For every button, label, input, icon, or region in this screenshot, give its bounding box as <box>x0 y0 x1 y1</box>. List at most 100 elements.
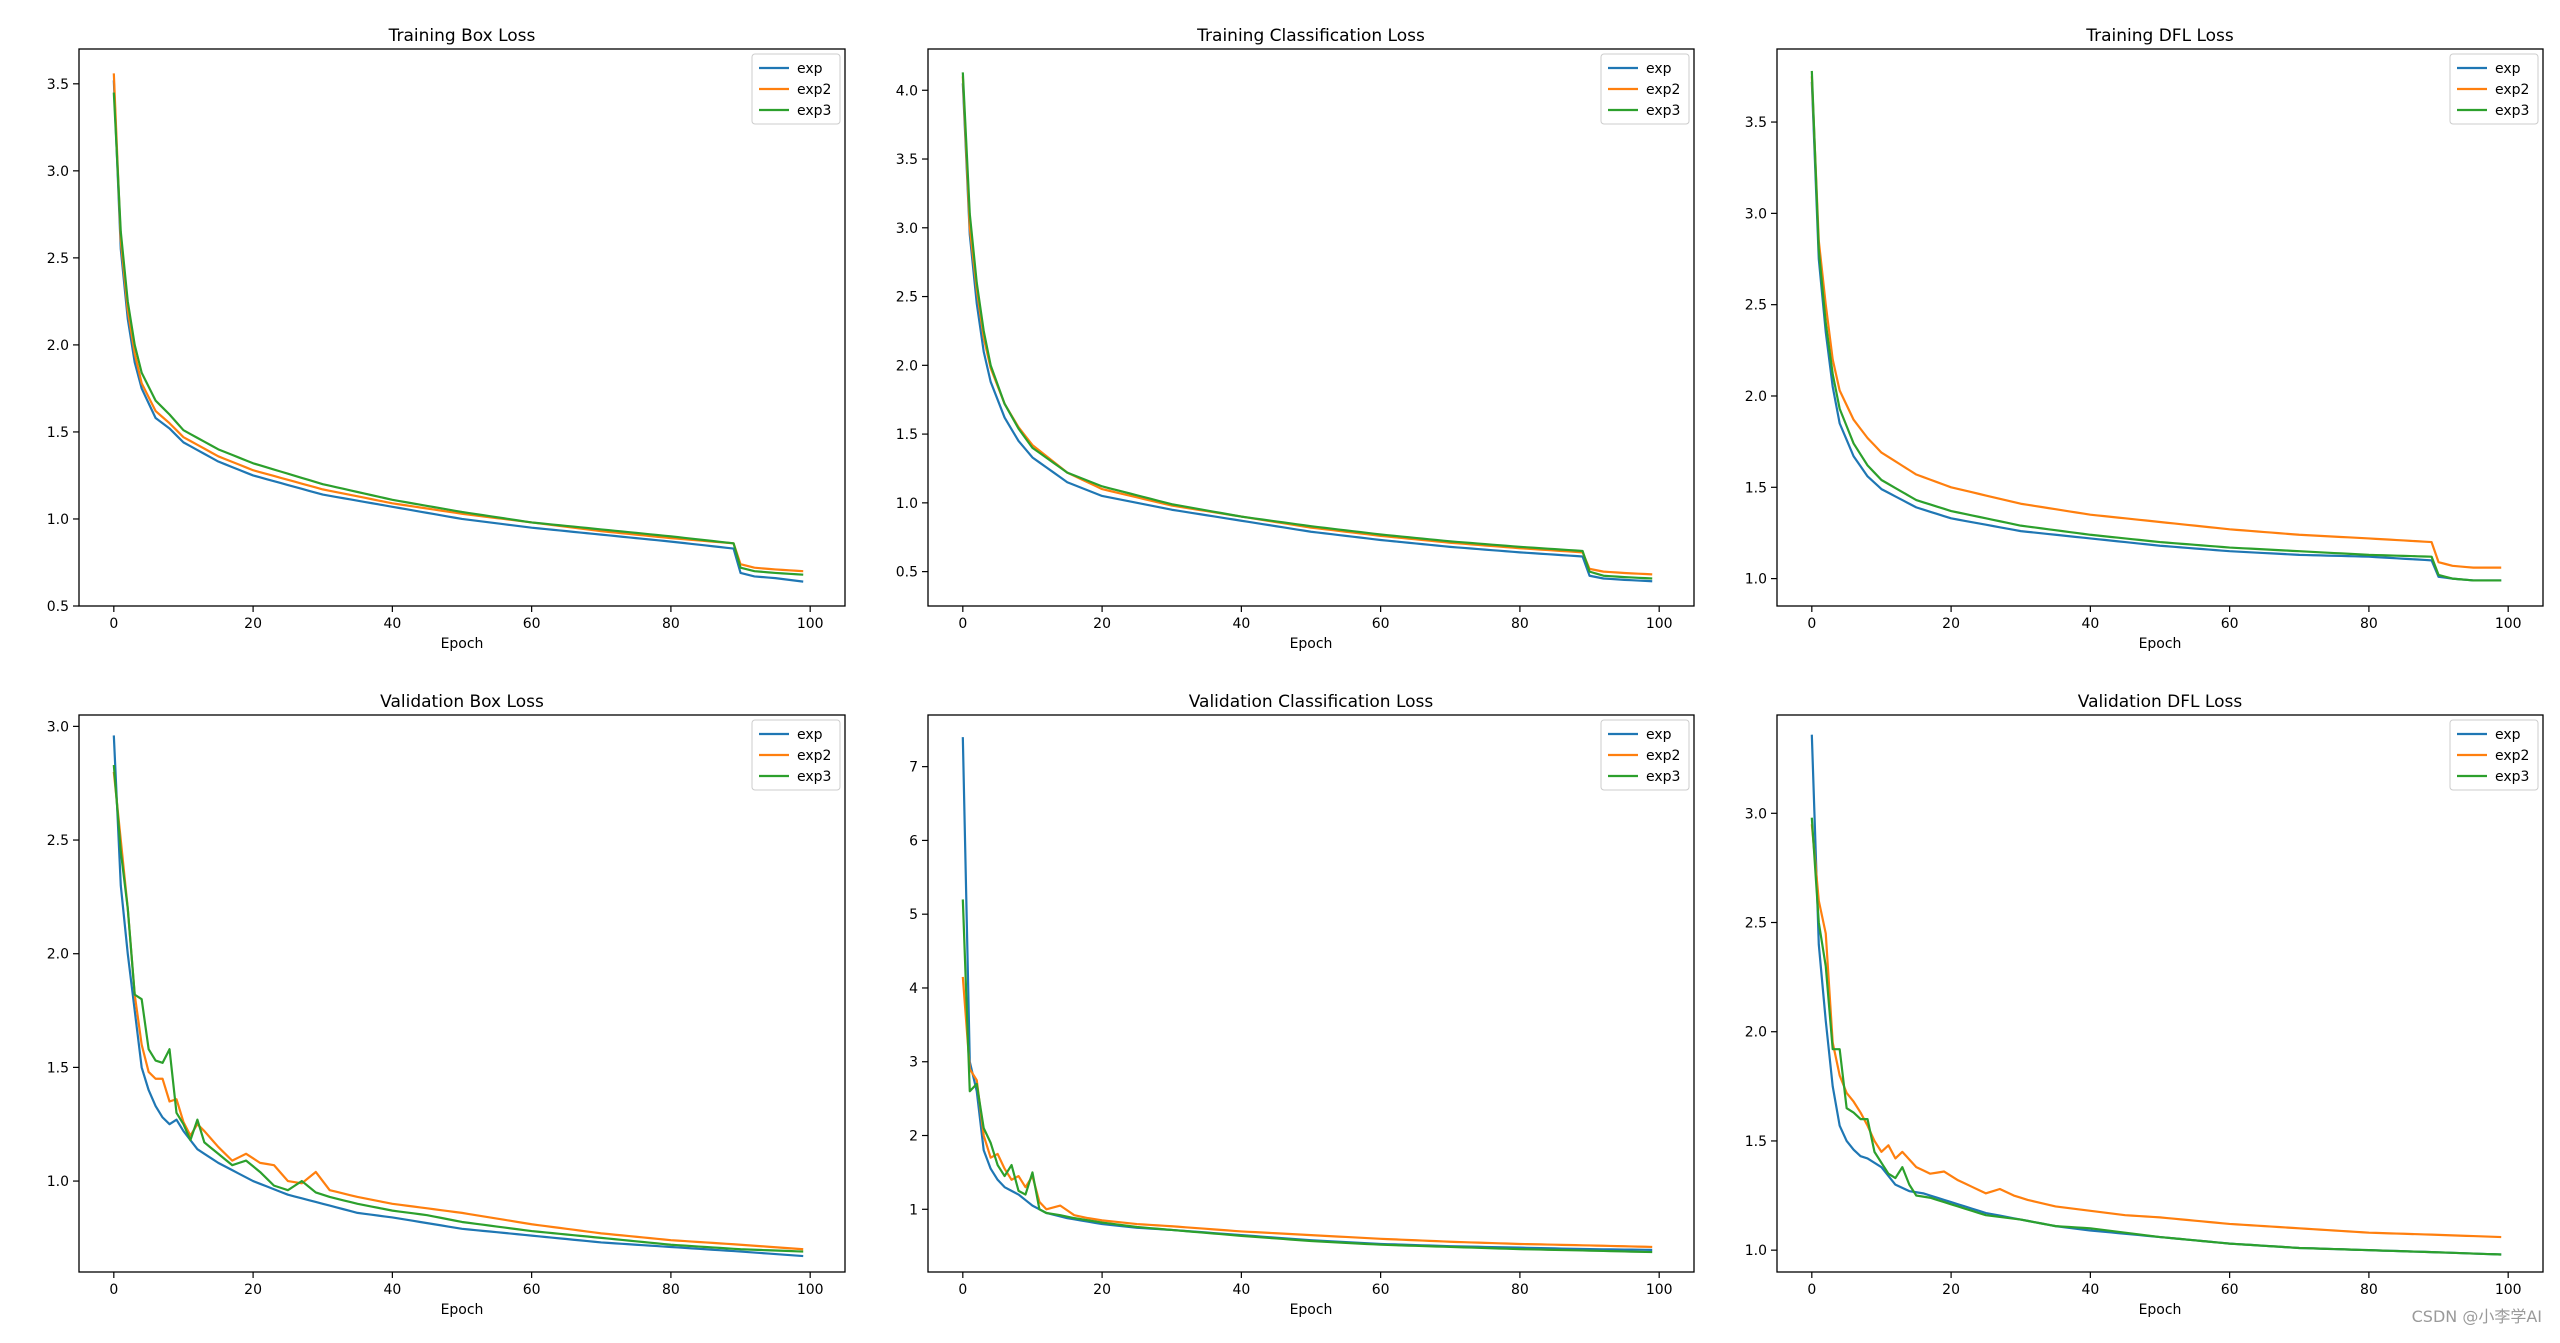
legend-label-exp3: exp3 <box>2495 769 2529 785</box>
x-tick-label: 0 <box>958 1282 967 1298</box>
series-line-exp3 <box>112 764 804 1253</box>
legend: exp exp2 exp3 <box>2449 719 2539 791</box>
y-tick-label: 2.5 <box>1745 298 1767 314</box>
x-tick-label: 100 <box>797 616 824 632</box>
y-tick-label: 5 <box>909 907 918 923</box>
y-tick-label: 4.0 <box>896 83 918 99</box>
x-tick-label: 100 <box>1646 1282 1673 1298</box>
x-tick-label: 40 <box>2081 1282 2099 1298</box>
x-tick-label: 80 <box>662 616 680 632</box>
legend-box <box>751 53 841 125</box>
series-line-exp3 <box>1810 70 2502 582</box>
legend-label-exp2: exp2 <box>1646 82 1680 98</box>
x-tick-label: 100 <box>797 1282 824 1298</box>
y-tick-label: 1.5 <box>1745 1134 1767 1150</box>
y-tick-label: 1.0 <box>1745 1243 1767 1259</box>
x-tick-label: 20 <box>244 616 262 632</box>
series-group <box>112 735 804 1258</box>
plot-frame <box>1776 48 2544 607</box>
y-tick-label: 2.5 <box>1745 916 1767 932</box>
y-tick-label: 3.5 <box>1745 115 1767 131</box>
plot-frame <box>1776 714 2544 1273</box>
chart-title: Validation Box Loss <box>380 692 544 712</box>
x-tick-label: 0 <box>109 1282 118 1298</box>
legend: exp exp2 exp3 <box>751 53 841 125</box>
legend-label-exp: exp <box>797 61 823 77</box>
legend-label-exp2: exp2 <box>1646 748 1680 764</box>
y-tick-label: 3.0 <box>1745 206 1767 222</box>
chart-title: Training Classification Loss <box>1196 26 1425 46</box>
y-tick-label: 3 <box>909 1055 918 1071</box>
y-tick-label: 2.0 <box>1745 389 1767 405</box>
y-tick-label: 1.5 <box>896 427 918 443</box>
y-tick-label: 3.5 <box>896 152 918 168</box>
y-tick-label: 2.0 <box>47 947 69 963</box>
legend: exp exp2 exp3 <box>1600 719 1690 791</box>
legend-label-exp: exp <box>797 727 823 743</box>
legend-box <box>1600 53 1690 125</box>
x-tick-label: 60 <box>2221 1282 2239 1298</box>
series-line-exp <box>112 735 804 1258</box>
series-group <box>961 72 1653 583</box>
x-tick-label: 100 <box>1646 616 1673 632</box>
x-axis-label: Epoch <box>1290 1302 1333 1318</box>
legend: exp exp2 exp3 <box>2449 53 2539 125</box>
y-tick-label: 3.0 <box>47 164 69 180</box>
legend-label-exp3: exp3 <box>2495 103 2529 119</box>
x-tick-label: 0 <box>958 616 967 632</box>
x-tick-label: 40 <box>383 616 401 632</box>
series-line-exp2 <box>1810 76 2502 569</box>
legend-label-exp: exp <box>2495 61 2521 77</box>
x-axis-label: Epoch <box>441 636 484 652</box>
x-tick-label: 60 <box>2221 616 2239 632</box>
chart-title: Validation DFL Loss <box>2078 692 2243 712</box>
legend-label-exp: exp <box>1646 61 1672 77</box>
x-tick-label: 80 <box>1511 1282 1529 1298</box>
y-tick-label: 2.0 <box>896 358 918 374</box>
y-tick-label: 2.0 <box>47 338 69 354</box>
series-line-exp <box>1810 81 2502 582</box>
y-tick-label: 2.5 <box>47 251 69 267</box>
x-tick-label: 100 <box>2495 1282 2522 1298</box>
subplot: Validation Box Loss 0 20 40 60 80 100 1.0 1.5 2.0… <box>47 692 846 1318</box>
y-tick-label: 1.5 <box>47 1060 69 1076</box>
subplot: Training Classification Loss 0 20 40 60 80 100… <box>896 26 1695 652</box>
x-tick-label: 60 <box>523 616 541 632</box>
x-tick-label: 80 <box>662 1282 680 1298</box>
y-tick-label: 3.5 <box>47 77 69 93</box>
x-tick-label: 60 <box>1372 1282 1390 1298</box>
y-tick-label: 7 <box>909 760 918 776</box>
plot-frame <box>78 48 846 607</box>
subplot: Training Box Loss 0 20 40 60 80 100 0.5 1.0 1.5 2.… <box>47 26 846 652</box>
legend-label-exp2: exp2 <box>2495 748 2529 764</box>
series-line-exp2 <box>961 76 1653 576</box>
x-tick-label: 20 <box>1093 616 1111 632</box>
legend-label-exp: exp <box>2495 727 2521 743</box>
x-tick-label: 100 <box>2495 616 2522 632</box>
x-tick-label: 0 <box>1807 616 1816 632</box>
series-line-exp3 <box>961 72 1653 580</box>
watermark: CSDN @小李学AI <box>2411 1307 2542 1326</box>
legend-box <box>2449 53 2539 125</box>
series-line-exp3 <box>112 92 804 576</box>
y-tick-label: 0.5 <box>47 599 69 615</box>
legend-label-exp2: exp2 <box>797 748 831 764</box>
x-axis-label: Epoch <box>441 1302 484 1318</box>
x-tick-label: 80 <box>2360 1282 2378 1298</box>
y-tick-label: 1.0 <box>47 512 69 528</box>
x-tick-label: 0 <box>1807 1282 1816 1298</box>
y-tick-label: 1.5 <box>47 425 69 441</box>
y-tick-label: 2.5 <box>896 290 918 306</box>
subplot: Validation DFL Loss 0 20 40 60 80 100 1.0 1.5 2.0… <box>1745 692 2544 1318</box>
y-tick-label: 2.0 <box>1745 1025 1767 1041</box>
series-line-exp <box>961 83 1653 583</box>
legend-label-exp3: exp3 <box>797 103 831 119</box>
plot-frame <box>927 714 1695 1273</box>
legend-label-exp: exp <box>1646 727 1672 743</box>
series-line-exp <box>961 737 1653 1251</box>
series-group <box>1810 734 2502 1256</box>
x-tick-label: 80 <box>2360 616 2378 632</box>
y-tick-label: 4 <box>909 981 918 997</box>
subplot: Training DFL Loss 0 20 40 60 80 100 1.0 1.5 2.0 2.… <box>1745 26 2544 652</box>
